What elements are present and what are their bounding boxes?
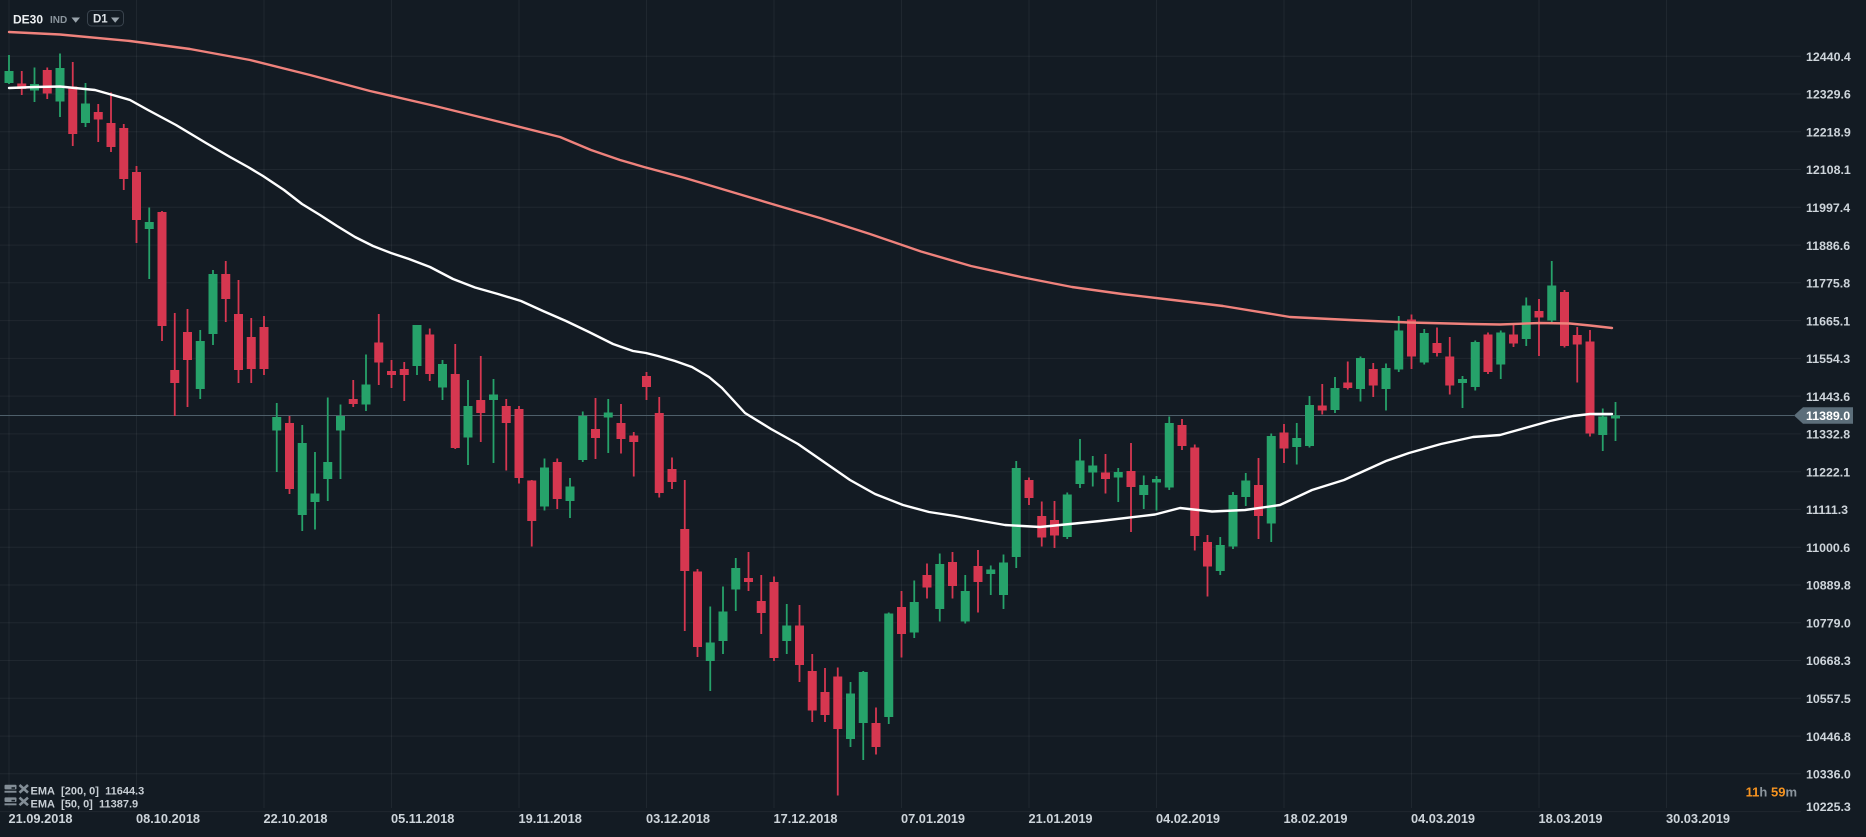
svg-text:11775.8: 11775.8 bbox=[1806, 277, 1850, 291]
svg-text:12440.4: 12440.4 bbox=[1806, 50, 1851, 64]
svg-text:07.01.2019: 07.01.2019 bbox=[901, 811, 965, 826]
svg-text:EMA [200, 0] 11644.3: EMA [200, 0] 11644.3 bbox=[31, 785, 145, 797]
svg-text:10668.3: 10668.3 bbox=[1806, 654, 1851, 668]
svg-text:10779.0: 10779.0 bbox=[1806, 617, 1851, 631]
svg-text:IND: IND bbox=[50, 15, 67, 26]
svg-text:19.11.2018: 19.11.2018 bbox=[519, 811, 582, 826]
svg-text:11665.1: 11665.1 bbox=[1806, 314, 1850, 328]
svg-text:10557.5: 10557.5 bbox=[1806, 692, 1851, 706]
svg-text:17.12.2018: 17.12.2018 bbox=[774, 811, 838, 826]
svg-text:03.12.2018: 03.12.2018 bbox=[646, 811, 710, 826]
svg-text:10889.8: 10889.8 bbox=[1806, 579, 1851, 593]
svg-text:21.01.2019: 21.01.2019 bbox=[1029, 811, 1093, 826]
svg-text:12218.9: 12218.9 bbox=[1806, 125, 1851, 139]
svg-text:11389.0: 11389.0 bbox=[1806, 409, 1850, 423]
svg-text:21.09.2018: 21.09.2018 bbox=[9, 811, 73, 826]
svg-text:10336.0: 10336.0 bbox=[1806, 768, 1851, 782]
svg-text:11222.1: 11222.1 bbox=[1806, 465, 1850, 479]
svg-text:DE30: DE30 bbox=[13, 13, 43, 27]
svg-text:11h 59m: 11h 59m bbox=[1746, 785, 1797, 800]
svg-text:08.10.2018: 08.10.2018 bbox=[136, 811, 200, 826]
svg-text:11886.6: 11886.6 bbox=[1806, 239, 1850, 253]
svg-text:11997.4: 11997.4 bbox=[1806, 201, 1850, 215]
svg-text:18.02.2019: 18.02.2019 bbox=[1284, 811, 1348, 826]
svg-text:10225.3: 10225.3 bbox=[1806, 800, 1851, 814]
svg-text:D1: D1 bbox=[93, 14, 108, 26]
svg-text:05.11.2018: 05.11.2018 bbox=[391, 811, 454, 826]
svg-text:22.10.2018: 22.10.2018 bbox=[264, 811, 328, 826]
svg-text:04.02.2019: 04.02.2019 bbox=[1156, 811, 1220, 826]
svg-text:18.03.2019: 18.03.2019 bbox=[1539, 811, 1603, 826]
svg-text:30.03.2019: 30.03.2019 bbox=[1666, 811, 1730, 826]
svg-text:11554.3: 11554.3 bbox=[1806, 352, 1850, 366]
svg-text:11332.8: 11332.8 bbox=[1806, 428, 1850, 442]
svg-text:12108.1: 12108.1 bbox=[1806, 163, 1851, 177]
svg-text:EMA [50, 0] 11387.9: EMA [50, 0] 11387.9 bbox=[31, 798, 139, 810]
svg-text:10446.8: 10446.8 bbox=[1806, 730, 1851, 744]
svg-text:11111.3: 11111.3 bbox=[1806, 503, 1848, 517]
svg-text:11443.6: 11443.6 bbox=[1806, 390, 1850, 404]
svg-text:12329.6: 12329.6 bbox=[1806, 88, 1851, 102]
svg-text:11000.6: 11000.6 bbox=[1806, 541, 1850, 555]
svg-text:04.03.2019: 04.03.2019 bbox=[1411, 811, 1475, 826]
